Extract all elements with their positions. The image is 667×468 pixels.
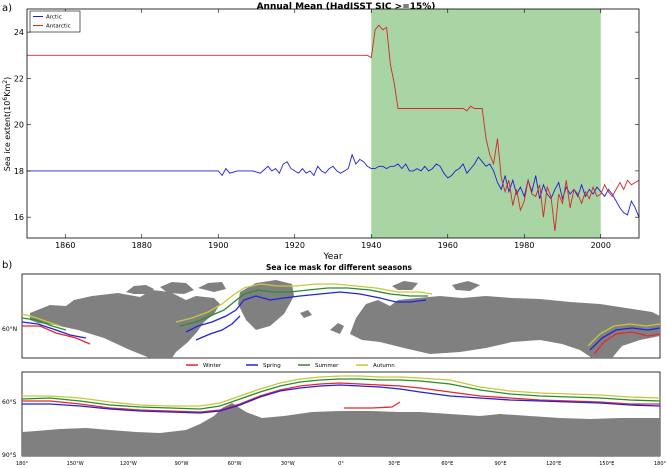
british-isles-land [330,323,344,334]
longitude-label: 30°W [281,461,295,467]
south-lat-label-60: 60°S [2,399,17,406]
arctic-island-land [198,282,226,292]
y-axis-label: Sea ice extent(106Km2) [2,77,12,171]
legend-label-winter: Winter [203,363,222,369]
south-ice-edges [21,375,661,414]
longitude-label: 180° [16,461,29,467]
plot-frame [26,8,640,239]
y-tick-label: 22 [14,74,24,83]
arctic-island-land [160,282,194,294]
legend-label-summer: Summer [315,363,339,369]
svalbard-land [392,281,418,290]
y-tick-label: 20 [14,121,24,130]
longitude-label: 120°E [546,461,561,467]
longitude-label: 90°E [494,461,506,467]
longitude-label: 120°W [120,461,137,467]
northern-hemisphere-map: 60°N [2,273,661,359]
panel-a-label: a) [2,3,12,14]
iceland-land [300,310,312,318]
north-america-land [30,290,220,358]
y-tick-label: 16 [14,213,24,222]
line-chart-plot: 1860 1880 1900 1920 1940 1960 1980 2000 16 18 20 22… [14,8,640,250]
arctic-island-land [126,285,154,294]
x-tick-label: 1940 [361,241,381,250]
novaya-zemlya-land [452,281,480,291]
antarctica-land [22,403,660,456]
longitude-label: 60°E [441,461,453,467]
north-land-masses [30,280,660,358]
north-lat-label: 60°N [2,326,17,333]
shaded-period-span [371,9,601,238]
longitude-labels: 180° 150°W 120°W 90°W 60°W 30°W 0° 30°E 60°E 90°E… [16,461,667,467]
x-tick-label: 1900 [208,241,228,250]
longitude-label: 30°E [388,461,400,467]
southern-hemisphere-map: 60°S 90°S 180° 150°W 120°W 90°W 60°W 30°W 0° 30… [2,371,667,467]
south-lat-label-90: 90°S [2,452,17,459]
chart-title: Annual Mean (HadISST SIC >=15%) [257,2,436,12]
y-tick-label: 18 [14,167,24,176]
x-tick-label: 1860 [55,241,75,250]
series-line-arctic [27,153,640,218]
longitude-label: 90°W [175,461,189,467]
legend-label-autumn: Autumn [373,363,395,369]
x-axis-label: Year [322,252,342,262]
chart-legend: Arctic Antarctic [29,10,81,33]
north-ice-edges [21,283,661,355]
panel-b-label: b) [2,260,12,271]
longitude-label: 150°E [599,461,614,467]
map-title: Sea ice mask for different seasons [266,263,413,272]
x-tick-label: 1880 [132,241,152,250]
series-line-antarctic [27,24,640,232]
longitude-label: 180° [654,461,667,467]
x-tick-label: 1920 [285,241,305,250]
x-tick-label: 2000 [591,241,611,250]
y-tick-label: 24 [14,28,24,37]
eurasia-land [350,296,660,358]
longitude-label: 60°W [228,461,242,467]
season-legend: Winter Spring Summer Autumn [186,363,395,369]
x-tick-label: 1980 [514,241,534,250]
legend-label-antarctic: Antarctic [46,24,71,30]
legend-label-arctic: Arctic [46,15,62,21]
x-tick-label: 1960 [438,241,458,250]
longitude-label: 0° [338,461,344,467]
longitude-label: 150°W [67,461,84,467]
legend-label-spring: Spring [263,363,281,369]
